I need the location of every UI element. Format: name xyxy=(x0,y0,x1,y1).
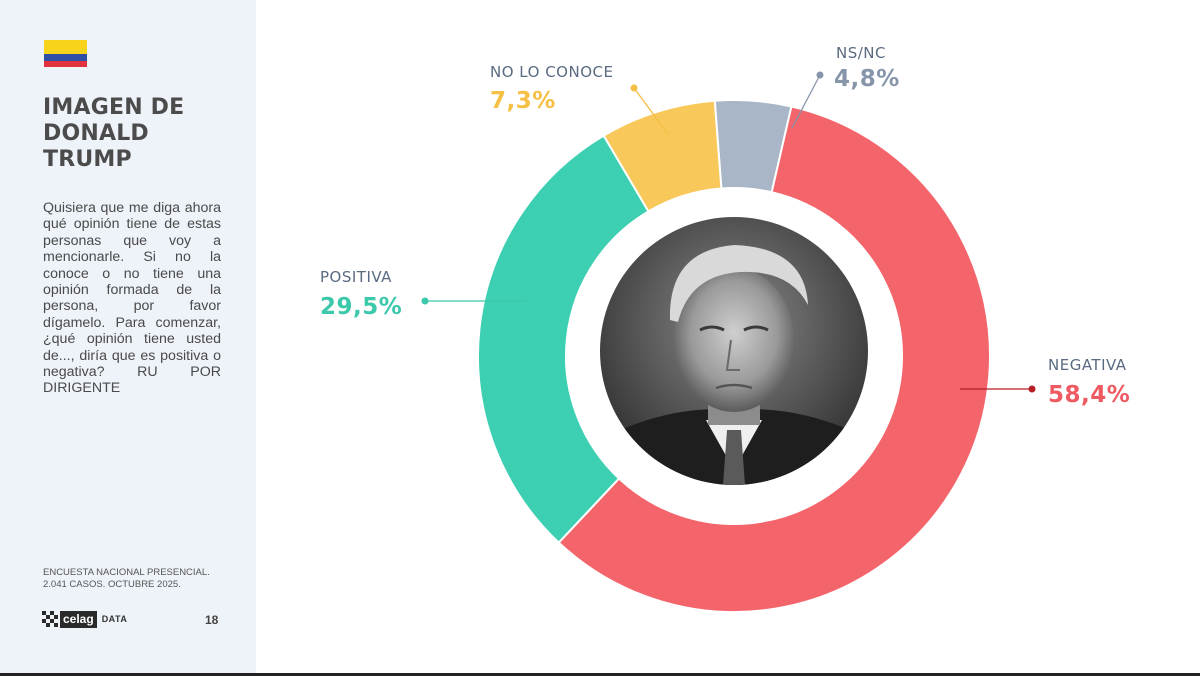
colombia-flag-icon xyxy=(44,40,87,67)
label-name-positiva: POSITIVA xyxy=(320,268,392,286)
label-name-no-lo-conoce: NO LO CONOCE xyxy=(490,63,613,81)
celag-logo: celag DATA xyxy=(42,609,127,629)
label-value-ns-nc: 4,8% xyxy=(834,66,900,92)
flag-stripe-blue xyxy=(44,54,87,61)
label-name-ns-nc: NS/NC xyxy=(836,44,886,62)
label-value-positiva: 29,5% xyxy=(320,294,402,320)
leader-dot-no-lo-conoce xyxy=(630,84,638,92)
label-value-negativa: 58,4% xyxy=(1048,382,1130,408)
leader-line-ns-nc xyxy=(791,74,821,129)
flag-stripe-yellow xyxy=(44,40,87,54)
portrait-photo xyxy=(600,217,868,485)
logo-mark-icon xyxy=(42,611,58,627)
slice-positiva xyxy=(477,134,650,545)
slice-no-lo-conoce xyxy=(602,99,723,213)
leader-dot-ns-nc xyxy=(816,71,824,79)
slide-title: IMAGEN DE DONALD TRUMP xyxy=(43,95,185,172)
page-number: 18 xyxy=(205,613,219,627)
survey-source: ENCUESTA NACIONAL PRESENCIAL. 2.041 CASO… xyxy=(43,567,210,590)
slice-negativa xyxy=(557,105,991,613)
flag-stripe-red xyxy=(44,61,87,67)
label-name-negativa: NEGATIVA xyxy=(1048,356,1127,374)
leader-dot-negativa xyxy=(1028,385,1036,393)
sidebar-panel: IMAGEN DE DONALD TRUMP Quisiera que me d… xyxy=(0,0,256,676)
donut-slices xyxy=(477,99,991,613)
logo-text: celag xyxy=(60,610,97,628)
survey-question: Quisiera que me diga ahora qué opinión t… xyxy=(43,200,221,397)
chart-labels: NEGATIVA 58,4% POSITIVA 29,5% NO LO CONOCE 7,… xyxy=(320,44,1130,408)
label-value-no-lo-conoce: 7,3% xyxy=(490,88,556,114)
bottom-border xyxy=(0,673,1200,676)
logo-suffix: DATA xyxy=(101,614,128,624)
leader-dot-positiva xyxy=(421,297,429,305)
leader-line-no-lo-conoce xyxy=(633,87,669,135)
